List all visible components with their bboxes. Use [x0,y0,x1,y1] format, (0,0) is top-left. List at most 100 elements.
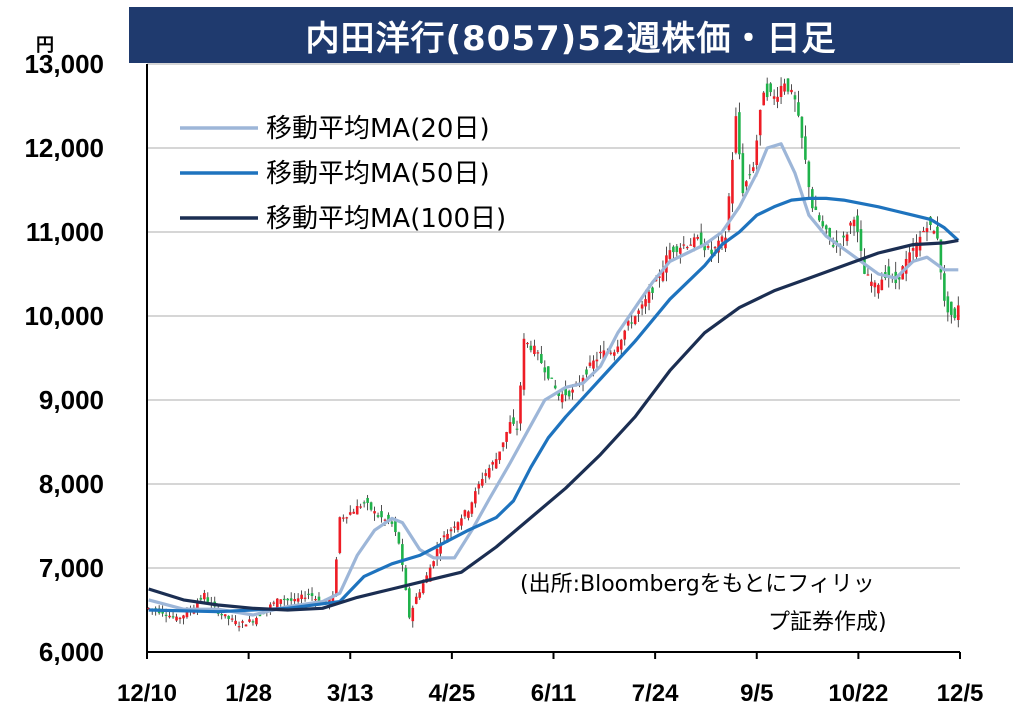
candle [731,152,734,212]
candle-body [269,604,272,609]
candle-body [651,287,654,293]
candle-body [474,491,477,504]
candle [498,451,501,464]
candle-body [553,385,557,389]
y-tick-label: 7,000 [39,553,104,583]
moving-average-lines [148,142,960,617]
candle-body [640,304,644,309]
candle [751,161,755,174]
candle [696,234,699,241]
candle-body [647,291,651,303]
candle-body [557,392,561,396]
y-tick-label: 12,000 [24,133,104,163]
candle [293,593,296,604]
candle [682,236,686,250]
candle-body [751,167,755,172]
candle-body [234,620,237,625]
candle-body [460,518,463,526]
candle-body [498,451,501,461]
candle [275,598,279,608]
candle-body [658,276,661,278]
candle-body [630,322,633,324]
candle-body [394,520,397,533]
candle [804,125,807,164]
candle [866,267,870,276]
chart-title-bar: 内田洋行(8057)52週株価・日足 [129,7,1013,63]
candle [852,216,856,236]
candle [380,505,383,523]
candle-body [852,219,856,227]
candle [223,614,227,619]
candle-body [692,237,696,247]
candle-body [449,529,453,532]
candle [300,590,303,605]
candle [842,231,845,247]
candle [411,605,415,628]
candle-body [522,338,526,390]
candle-body [720,236,724,242]
candle-body [567,390,571,397]
candle [397,531,401,545]
candle [612,349,616,361]
candle-body [682,244,686,246]
candle [762,91,766,106]
y-tick-label: 9,000 [39,385,104,415]
candle [175,613,178,623]
candle-body [793,95,797,100]
candle-body [696,236,699,239]
candle [956,296,960,328]
candle [689,238,693,246]
candle-body [540,353,543,364]
candle [588,355,592,368]
candle [870,273,873,293]
candle-body [550,377,554,379]
candle-body [936,226,939,239]
candle-body [296,598,300,602]
candle [345,516,349,524]
candle-body [536,352,540,354]
candle-body [925,228,929,232]
candle-body [804,136,807,160]
candle-body [915,242,918,257]
x-tick-label: 4/25 [429,680,476,707]
candle-body [765,83,769,98]
candle-body [831,244,835,247]
candle-body [679,247,682,254]
candle [706,244,710,250]
candle [546,366,550,381]
x-axis [146,64,960,653]
candle-body [619,339,623,350]
candle-body [599,351,602,354]
candle [734,107,738,155]
candle [494,452,498,469]
candle-body [456,522,460,530]
candle-body [345,517,349,519]
candle [307,588,310,600]
candle-body [293,599,296,602]
candle-body [713,247,717,249]
candle-body [685,246,689,249]
candle [401,538,404,572]
candle-body [505,431,508,442]
candle-body [484,473,488,476]
candle-body [428,567,432,582]
candle-body [758,109,762,136]
candle [474,487,477,508]
candle [922,226,925,233]
candle [453,521,456,533]
candle [765,77,769,101]
candle [463,509,467,520]
candle [776,87,779,109]
candle [456,521,460,533]
candle-body [185,610,189,618]
candle [460,514,463,530]
candle-body [595,359,599,362]
candle-body [408,588,411,618]
candle-body [203,592,206,600]
candle-body [241,621,244,623]
candle [567,389,571,400]
candle-body [571,389,574,393]
candle [793,91,797,112]
candle [335,556,338,597]
candle-body [769,83,772,93]
